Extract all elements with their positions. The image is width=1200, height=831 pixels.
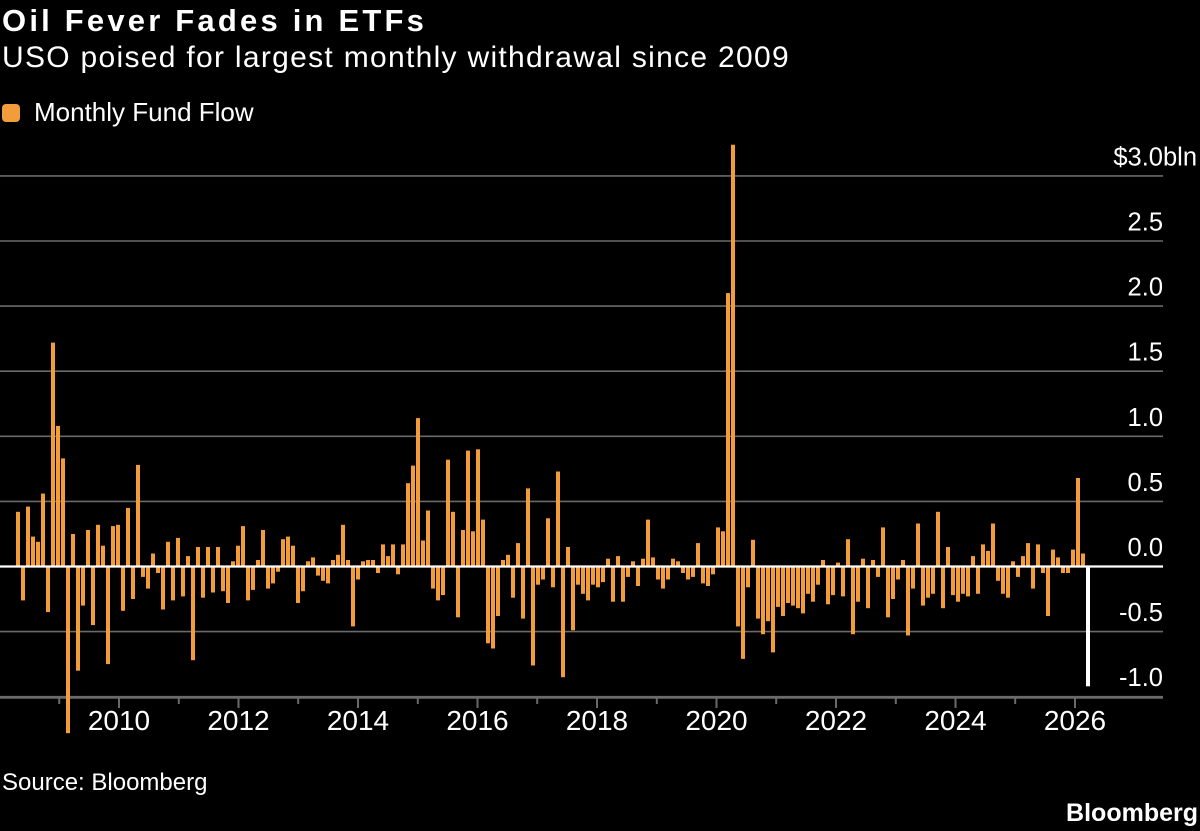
svg-text:1.0: 1.0 (1128, 404, 1163, 432)
svg-text:-0.5: -0.5 (1119, 599, 1163, 627)
svg-text:Bloomberg: Bloomberg (1066, 799, 1198, 827)
svg-text:-1.0: -1.0 (1119, 664, 1163, 692)
svg-text:1.5: 1.5 (1128, 339, 1163, 367)
svg-text:2026: 2026 (1044, 705, 1106, 736)
svg-text:2022: 2022 (805, 705, 867, 736)
svg-text:2.5: 2.5 (1128, 209, 1163, 237)
svg-text:2018: 2018 (566, 705, 628, 736)
svg-text:2012: 2012 (207, 705, 269, 736)
svg-text:2010: 2010 (88, 705, 150, 736)
svg-text:Source: Bloomberg: Source: Bloomberg (2, 769, 207, 796)
svg-text:2020: 2020 (685, 705, 747, 736)
svg-text:0.0: 0.0 (1128, 534, 1163, 562)
svg-text:$3.0: $3.0 (1113, 143, 1163, 171)
svg-text:2024: 2024 (924, 705, 986, 736)
svg-text:USO poised for largest monthly: USO poised for largest monthly withdrawa… (2, 41, 790, 74)
svg-text:2.0: 2.0 (1128, 274, 1163, 302)
svg-text:0.5: 0.5 (1128, 469, 1163, 497)
svg-text:Oil Fever Fades in ETFs: Oil Fever Fades in ETFs (2, 3, 427, 38)
svg-text:bln: bln (1163, 143, 1197, 171)
svg-text:Monthly Fund Flow: Monthly Fund Flow (34, 97, 254, 127)
svg-text:2014: 2014 (327, 705, 389, 736)
svg-text:2016: 2016 (446, 705, 508, 736)
